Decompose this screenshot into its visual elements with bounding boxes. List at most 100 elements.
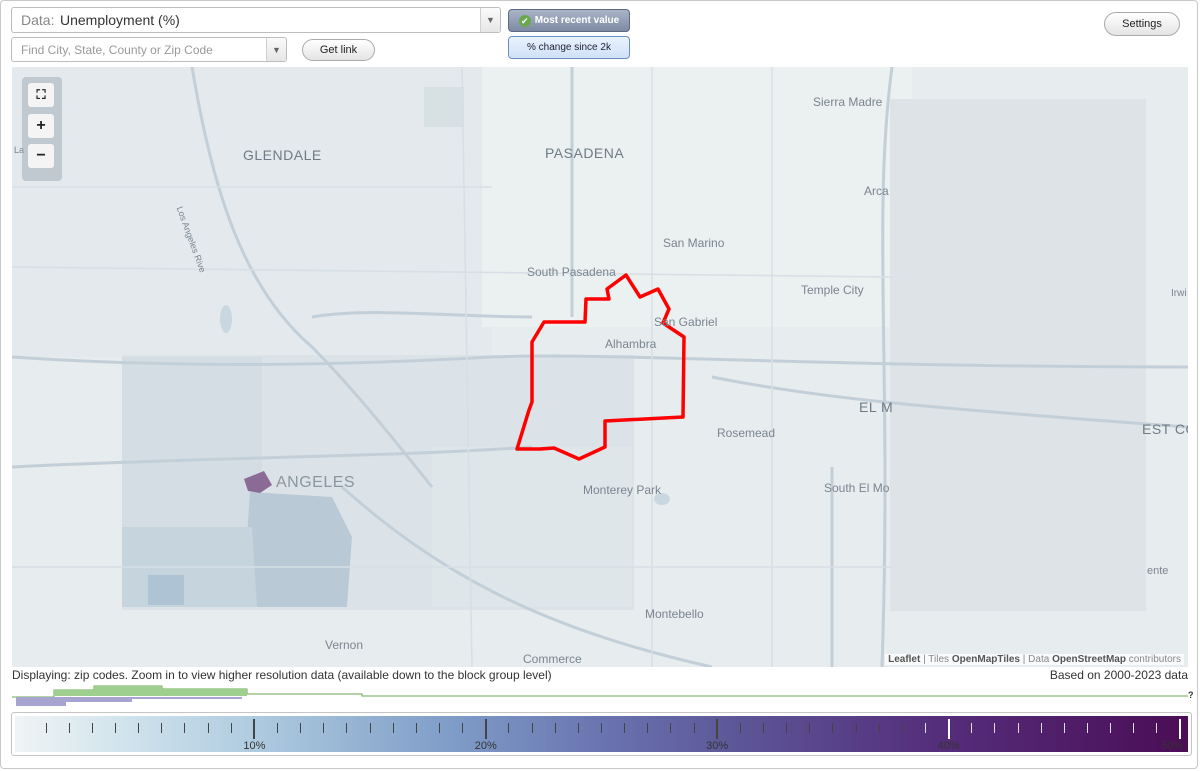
legend-tick <box>577 723 579 733</box>
place-label: GLENDALE <box>243 147 322 163</box>
legend-tick <box>832 723 834 733</box>
legend-tick <box>901 723 903 733</box>
place-label: EST CO <box>1142 421 1188 437</box>
legend-tick <box>91 723 93 733</box>
legend-tick-label: 10% <box>243 740 266 752</box>
legend-major-tick <box>1179 719 1181 739</box>
legend-tick <box>809 723 811 733</box>
legend-tick <box>1063 723 1065 733</box>
legend-tick <box>1110 723 1112 733</box>
legend-tick <box>369 723 371 733</box>
chevron-down-icon[interactable]: ▼ <box>480 8 500 32</box>
legend-major-tick <box>484 719 487 739</box>
legend-tick <box>1086 723 1088 733</box>
legend-tick <box>786 723 788 733</box>
search-input[interactable] <box>12 38 267 61</box>
legend-tick <box>762 723 764 733</box>
legend-tick <box>624 723 626 733</box>
place-label: South El Mo <box>824 481 890 495</box>
place-label: Sierra Madre <box>813 95 883 109</box>
legend-tick <box>277 723 279 733</box>
osm-link[interactable]: OpenStreetMap <box>1052 654 1126 665</box>
settings-button[interactable]: Settings <box>1104 12 1180 36</box>
place-label: South Pasadena <box>527 265 616 279</box>
legend-tick <box>207 723 209 733</box>
legend-tick <box>323 723 325 733</box>
legend-tick <box>68 723 70 733</box>
check-icon: ✔ <box>518 14 531 27</box>
legend-tick-label: 50% <box>1160 740 1184 752</box>
legend-tick <box>161 723 163 733</box>
zoom-control: ⛶ + − <box>22 77 62 181</box>
legend-tick <box>462 723 464 733</box>
most-recent-toggle[interactable]: ✔ Most recent value <box>508 9 630 32</box>
place-label: ANGELES <box>276 474 356 491</box>
legend-tick <box>439 723 441 733</box>
place-label: Irwi <box>1171 288 1187 299</box>
place-label: La <box>14 145 25 155</box>
legend-tick <box>878 723 880 733</box>
legend-tick <box>971 723 973 733</box>
distribution-histogram <box>12 685 1188 706</box>
legend-major-tick <box>716 719 719 739</box>
place-label: Arca <box>864 184 889 198</box>
location-search[interactable]: ▼ <box>11 37 287 62</box>
legend-tick <box>1017 723 1019 733</box>
legend-tick <box>693 723 695 733</box>
data-select-prefix: Data: <box>21 12 55 28</box>
legend-tick <box>531 723 533 733</box>
legend-tick <box>739 723 741 733</box>
legend-tick <box>115 723 117 733</box>
legend-tick <box>138 723 140 733</box>
place-label: Montebello <box>645 607 704 621</box>
legend-tick <box>601 723 602 733</box>
legend-tick-label: 30% <box>706 740 729 752</box>
chevron-down-icon[interactable]: ▼ <box>266 38 286 61</box>
legend-tick <box>45 723 47 733</box>
legend-tick <box>924 723 926 733</box>
legend-tick <box>1156 723 1158 733</box>
place-label: Rosemead <box>717 426 776 440</box>
legend-tick <box>392 723 394 733</box>
attribution-contrib: contributors <box>1125 654 1181 665</box>
legend-tick <box>554 723 556 733</box>
help-icon[interactable]: ? <box>1188 690 1194 700</box>
place-label: Vernon <box>325 638 364 652</box>
legend-tick <box>647 723 649 733</box>
legend-tick <box>230 723 232 733</box>
percent-change-toggle[interactable]: % change since 2k <box>508 36 630 59</box>
zoom-in-button[interactable]: + <box>28 114 54 138</box>
get-link-button[interactable]: Get link <box>302 39 375 61</box>
legend-tick-label: 40% <box>937 740 960 752</box>
legend-tick <box>855 723 857 733</box>
legend-tick <box>346 723 348 733</box>
map-layers <box>12 67 1188 667</box>
zoom-out-button[interactable]: − <box>28 144 54 168</box>
place-label: Commerce <box>523 652 582 666</box>
legend-tick-label: 20% <box>474 740 497 752</box>
attribution-sep: | Tiles <box>920 654 952 665</box>
selected-boundary <box>515 273 686 461</box>
data-select-value: Unemployment (%) <box>60 12 180 28</box>
place-label: ente <box>1147 565 1169 577</box>
tiles-link[interactable]: OpenMapTiles <box>951 654 1020 665</box>
legend-gradient: 10% 20% 30% 40% 50% <box>15 716 1188 752</box>
legend-tick <box>1133 723 1135 733</box>
map-attribution: Leaflet | Tiles OpenMapTiles | Data Open… <box>885 654 1184 665</box>
color-legend: 10% 20% 30% 40% 50% <box>11 712 1192 756</box>
leaflet-link[interactable]: Leaflet <box>888 654 921 665</box>
data-select[interactable]: Data: Unemployment (%) ▼ <box>11 7 501 33</box>
place-label: Temple City <box>801 283 864 297</box>
display-note: Displaying: zip codes. Zoom in to view h… <box>12 668 552 682</box>
fullscreen-icon[interactable]: ⛶ <box>28 83 54 107</box>
data-range-note: Based on 2000-2023 data <box>1049 668 1188 682</box>
legend-tick <box>994 723 996 733</box>
map-canvas[interactable]: GLENDALE PASADENA Sierra Madre Arca San … <box>12 67 1188 667</box>
legend-tick <box>300 723 302 733</box>
place-label: San Gabriel <box>654 315 718 329</box>
place-label: Monterey Park <box>583 483 662 497</box>
place-label: EL M <box>859 399 894 415</box>
legend-tick <box>1040 723 1042 733</box>
most-recent-label: Most recent value <box>534 15 620 26</box>
